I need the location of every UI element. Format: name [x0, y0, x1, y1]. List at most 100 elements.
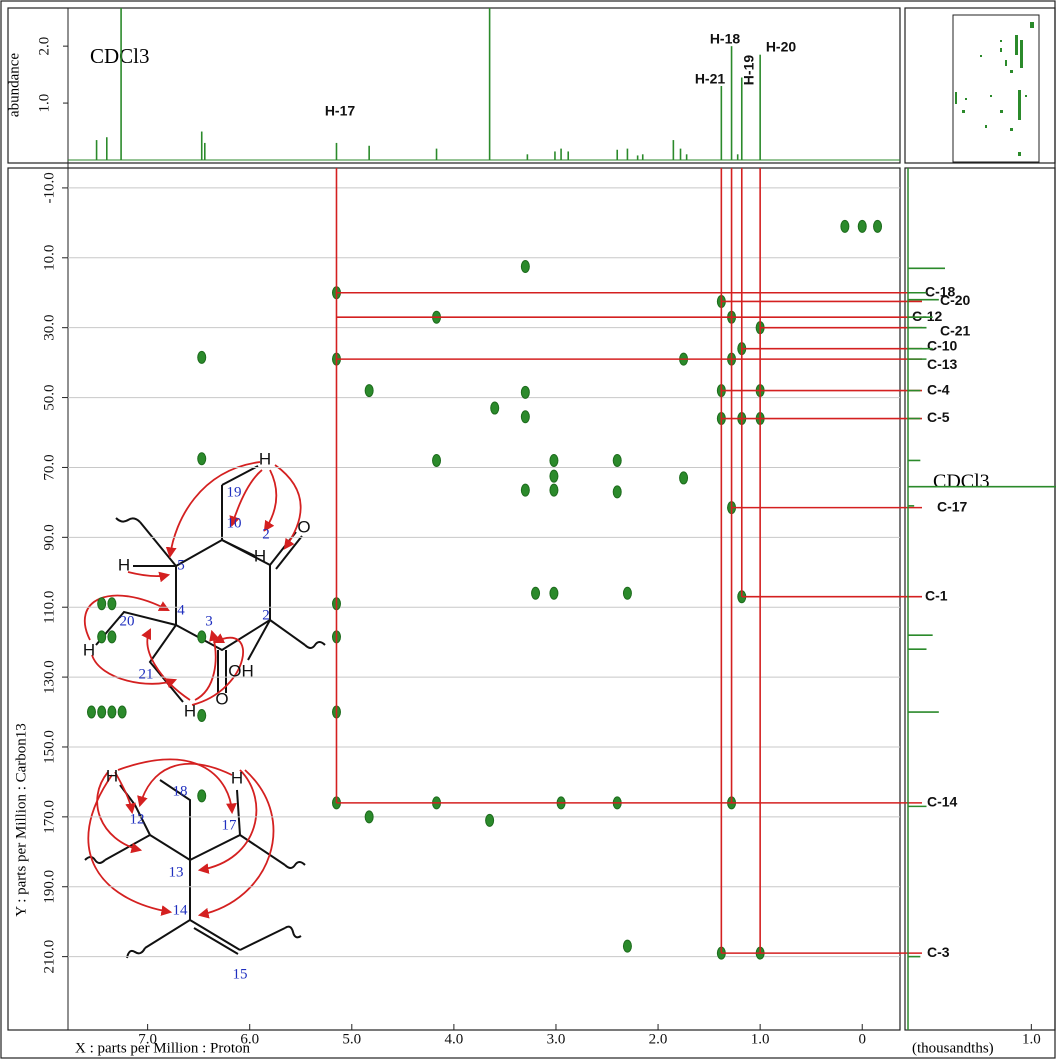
carbon-label: C-14 [927, 794, 958, 810]
y-tick-label: 190.0 [41, 870, 57, 904]
cross-peak [197, 452, 207, 466]
thumbnail [952, 14, 1040, 163]
y-tick-label: -10.0 [41, 172, 57, 203]
cross-peak [490, 401, 500, 415]
hmbc-arrows [83, 461, 302, 919]
x-tick-label: 7.0 [138, 1031, 157, 1047]
cross-peak [97, 630, 107, 644]
right-x-tick-label: 1.0 [1022, 1031, 1041, 1047]
y-axis-label: Y : parts per Million : Carbon13 [13, 723, 29, 917]
structure-label: H [118, 555, 130, 574]
structure-label: 21 [139, 666, 154, 682]
cross-peak [520, 483, 530, 497]
top-y-tick-label: 2.0 [36, 37, 52, 56]
structure-label: H [106, 766, 118, 785]
cross-peak [549, 483, 559, 497]
carbon-label: C-1 [925, 587, 948, 603]
cross-peak [612, 453, 622, 467]
top-y-label: abundance [6, 53, 22, 117]
cross-peak [622, 586, 632, 600]
structure-label: H [83, 640, 95, 659]
right-x-label: (thousandths) [912, 1040, 994, 1056]
cross-peak [97, 597, 107, 611]
cross-peak [873, 219, 883, 233]
cross-peak [531, 586, 541, 600]
cross-peak [364, 810, 374, 824]
projection-note: CDCl3 [933, 471, 990, 493]
structure-label: 3 [205, 613, 213, 629]
structure-label: 12 [130, 811, 145, 827]
y-tick-label: 110.0 [41, 591, 57, 624]
structure-label: 2 [262, 526, 270, 542]
cross-peak [432, 453, 442, 467]
cross-peak [612, 485, 622, 499]
cross-peak [97, 705, 107, 719]
y-tick-label: 50.0 [41, 384, 57, 410]
cross-peak [549, 453, 559, 467]
structure-label: H [259, 449, 271, 468]
x-tick-label: 1.0 [751, 1031, 770, 1047]
structure-label: 4 [177, 602, 185, 618]
carbon-label: C-10 [927, 337, 958, 353]
structure-label: 17 [222, 817, 238, 833]
cross-peak [485, 813, 495, 827]
carbon-label: C-4 [927, 381, 950, 397]
thumb-panel-border [904, 7, 1056, 164]
y-tick-label: 150.0 [41, 730, 57, 764]
x-tick-label: 6.0 [240, 1031, 259, 1047]
cross-peak [520, 260, 530, 274]
cross-peak [549, 586, 559, 600]
cross-peak [107, 630, 117, 644]
y-tick-label: 30.0 [41, 315, 57, 341]
structure-label: 10 [227, 515, 242, 531]
proton-label: H-19 [741, 55, 757, 86]
carbon-label: C-18 [925, 283, 956, 299]
cross-peak [622, 939, 632, 953]
structure-label: O [215, 689, 228, 708]
cross-peak [549, 469, 559, 483]
structure-label: 14 [173, 902, 189, 918]
structure-label: 13 [169, 864, 184, 880]
structure-label: H [184, 701, 196, 720]
x-axis-label: X : parts per Million : Proton [75, 1040, 250, 1056]
x-tick-label: 2.0 [649, 1031, 668, 1047]
structure-label: H [231, 768, 243, 787]
cross-peak [857, 219, 867, 233]
x-tick-label: 0 [858, 1031, 866, 1047]
cross-peak [679, 471, 689, 485]
cross-peak [520, 385, 530, 399]
structure-label: OH [228, 661, 254, 680]
thumbnail-dots [955, 22, 1034, 156]
structure-label: 15 [233, 966, 248, 982]
structure-label: 5 [177, 557, 185, 573]
cross-peak [107, 597, 117, 611]
x-tick-label: 4.0 [445, 1031, 464, 1047]
y-tick-label: 90.0 [41, 524, 57, 550]
carbon-label: C-12 [912, 308, 943, 324]
cross-peak [197, 709, 207, 723]
cross-peak [117, 705, 127, 719]
y-tick-label: 10.0 [41, 245, 57, 271]
carbon-label: C-21 [940, 322, 971, 338]
cross-peak [197, 350, 207, 364]
structure-label: 18 [173, 783, 188, 799]
carbon-label: C-13 [927, 356, 958, 372]
top-panel-border [7, 7, 901, 164]
structure-label: 19 [227, 484, 242, 500]
structure-label: 20 [120, 613, 135, 629]
proton-label: H-21 [695, 71, 726, 87]
proton-label: H-18 [710, 31, 741, 47]
cross-peak [86, 705, 96, 719]
right-panel-border [904, 167, 1056, 1031]
y-tick-label: 130.0 [41, 660, 57, 694]
cross-peak [197, 630, 207, 644]
proton-label: H-17 [325, 103, 356, 119]
y-tick-label: 210.0 [41, 940, 57, 974]
solvent-note: CDCl3 [90, 44, 150, 68]
x-tick-label: 5.0 [342, 1031, 361, 1047]
cross-peak [840, 219, 850, 233]
structure-label: H [254, 546, 266, 565]
structure-label: 2 [262, 607, 270, 623]
cross-peak [197, 789, 207, 803]
